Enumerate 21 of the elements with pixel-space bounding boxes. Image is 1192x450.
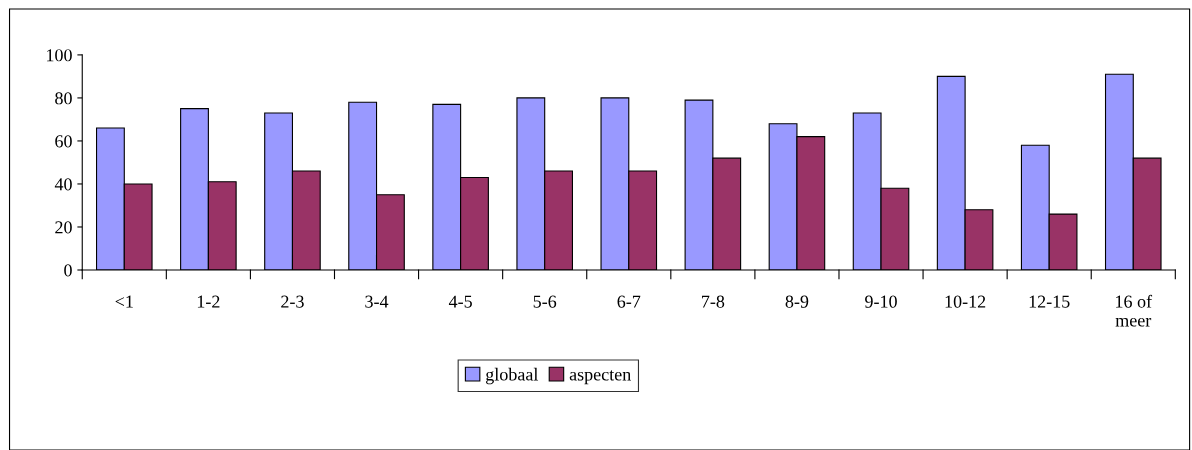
legend-label: aspecten — [569, 370, 631, 385]
x-tick-label: 10-12 — [945, 295, 986, 308]
y-tick-label: 0 — [64, 264, 72, 277]
x-tick-label: 6-7 — [617, 295, 641, 308]
x-tick-label: 2-3 — [281, 295, 304, 308]
legend-label: globaal — [486, 367, 539, 385]
x-tick-label: <1 — [115, 295, 133, 308]
x-tick-label: 4-5 — [448, 295, 472, 308]
y-tick-label: 100 — [47, 49, 72, 62]
y-tick-label: 80 — [55, 92, 72, 105]
y-tick-label: 20 — [55, 221, 72, 234]
x-tick-label: 1-2 — [197, 295, 220, 308]
x-tick-label: 12-15 — [1029, 295, 1070, 308]
x-tick-label: 8-9 — [785, 295, 809, 308]
x-tick-label: 7-8 — [702, 295, 725, 308]
y-tick-label: 60 — [55, 135, 72, 148]
x-tick-label: 3-4 — [365, 295, 389, 308]
x-tick-label: 5-6 — [533, 295, 557, 308]
y-tick-label: 40 — [54, 178, 72, 191]
x-tick-label: 16 of meer — [1115, 294, 1153, 327]
x-tick-label: 9-10 — [865, 295, 897, 308]
